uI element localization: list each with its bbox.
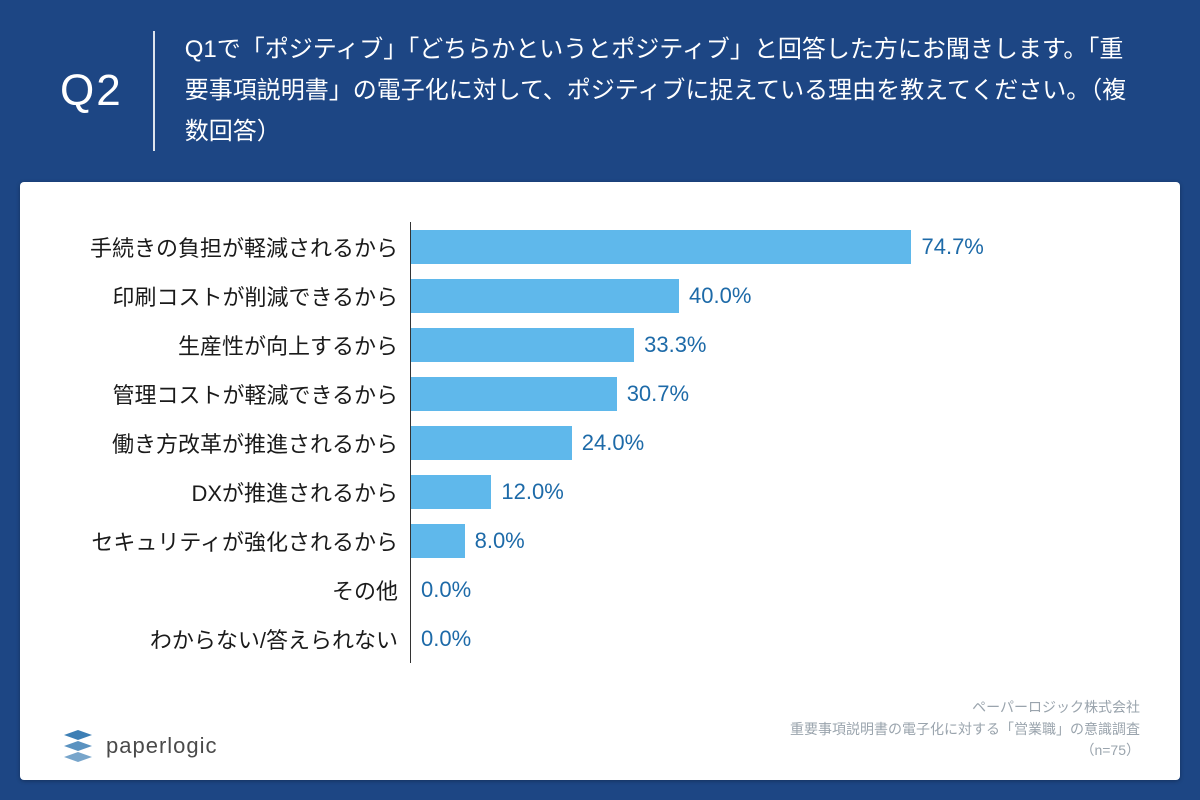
credits: ペーパーロジック株式会社 重要事項説明書の電子化に対する「営業職」の意識調査 （…	[790, 697, 1140, 762]
bar-value: 40.0%	[689, 283, 751, 309]
bar-axis-box: 24.0%	[410, 418, 1120, 467]
bar-label: その他	[80, 574, 410, 606]
bar-label: DXが推進されるから	[80, 476, 410, 508]
logo: paperlogic	[60, 730, 218, 762]
bar	[411, 328, 634, 362]
credit-survey: 重要事項説明書の電子化に対する「営業職」の意識調査	[790, 719, 1140, 741]
bar-value: 33.3%	[644, 332, 706, 358]
logo-text: paperlogic	[106, 733, 218, 759]
credit-n: （n=75）	[790, 740, 1140, 762]
bar-value: 8.0%	[475, 528, 525, 554]
bar-row: その他 0.0%	[80, 565, 1120, 614]
bar-rows: 手続きの負担が軽減されるから 74.7% 印刷コストが削減できるから 40.0% 生産性…	[80, 222, 1120, 663]
bar-value: 0.0%	[421, 626, 471, 652]
bar-label: 生産性が向上するから	[80, 329, 410, 361]
bar-value: 0.0%	[421, 577, 471, 603]
question-text: Q1で「ポジティブ」「どちらかというとポジティブ」と回答した方にお聞きします。「…	[185, 30, 1140, 152]
bar-row: 働き方改革が推進されるから 24.0%	[80, 418, 1120, 467]
card-footer: paperlogic ペーパーロジック株式会社 重要事項説明書の電子化に対する「…	[60, 697, 1140, 762]
bar-row: 生産性が向上するから 33.3%	[80, 320, 1120, 369]
bar	[411, 524, 465, 558]
bar-label: セキュリティが強化されるから	[80, 525, 410, 557]
bar-label: 印刷コストが削減できるから	[80, 280, 410, 312]
bar	[411, 426, 572, 460]
bar-row: セキュリティが強化されるから 8.0%	[80, 516, 1120, 565]
bar-row: DXが推進されるから 12.0%	[80, 467, 1120, 516]
bar-axis-box: 40.0%	[410, 271, 1120, 320]
bar-row: 手続きの負担が軽減されるから 74.7%	[80, 222, 1120, 271]
bar-label: 管理コストが軽減できるから	[80, 378, 410, 410]
bar-axis-box: 30.7%	[410, 369, 1120, 418]
bar-axis-box: 0.0%	[410, 614, 1120, 663]
bar	[411, 230, 911, 264]
question-number: Q2	[60, 31, 155, 151]
bar-label: わからない/答えられない	[80, 623, 410, 655]
bar-axis-box: 74.7%	[410, 222, 1120, 271]
chart-container: 手続きの負担が軽減されるから 74.7% 印刷コストが削減できるから 40.0% 生産性…	[0, 182, 1200, 800]
chart-card: 手続きの負担が軽減されるから 74.7% 印刷コストが削減できるから 40.0% 生産性…	[20, 182, 1180, 780]
bar-axis-box: 0.0%	[410, 565, 1120, 614]
bar-row: わからない/答えられない 0.0%	[80, 614, 1120, 663]
question-header: Q2 Q1で「ポジティブ」「どちらかというとポジティブ」と回答した方にお聞きしま…	[0, 0, 1200, 182]
page: Q2 Q1で「ポジティブ」「どちらかというとポジティブ」と回答した方にお聞きしま…	[0, 0, 1200, 800]
bar-value: 30.7%	[627, 381, 689, 407]
bar-label: 働き方改革が推進されるから	[80, 427, 410, 459]
bar-axis-box: 8.0%	[410, 516, 1120, 565]
bar-row: 管理コストが軽減できるから 30.7%	[80, 369, 1120, 418]
bar-value: 74.7%	[921, 234, 983, 260]
bar-axis-box: 12.0%	[410, 467, 1120, 516]
bar-row: 印刷コストが削減できるから 40.0%	[80, 271, 1120, 320]
bar-axis-box: 33.3%	[410, 320, 1120, 369]
bar	[411, 279, 679, 313]
bar-label: 手続きの負担が軽減されるから	[80, 231, 410, 263]
credit-company: ペーパーロジック株式会社	[790, 697, 1140, 719]
paperlogic-logo-icon	[60, 730, 96, 762]
bar-value: 24.0%	[582, 430, 644, 456]
bar	[411, 377, 617, 411]
bar-value: 12.0%	[501, 479, 563, 505]
bar	[411, 475, 491, 509]
